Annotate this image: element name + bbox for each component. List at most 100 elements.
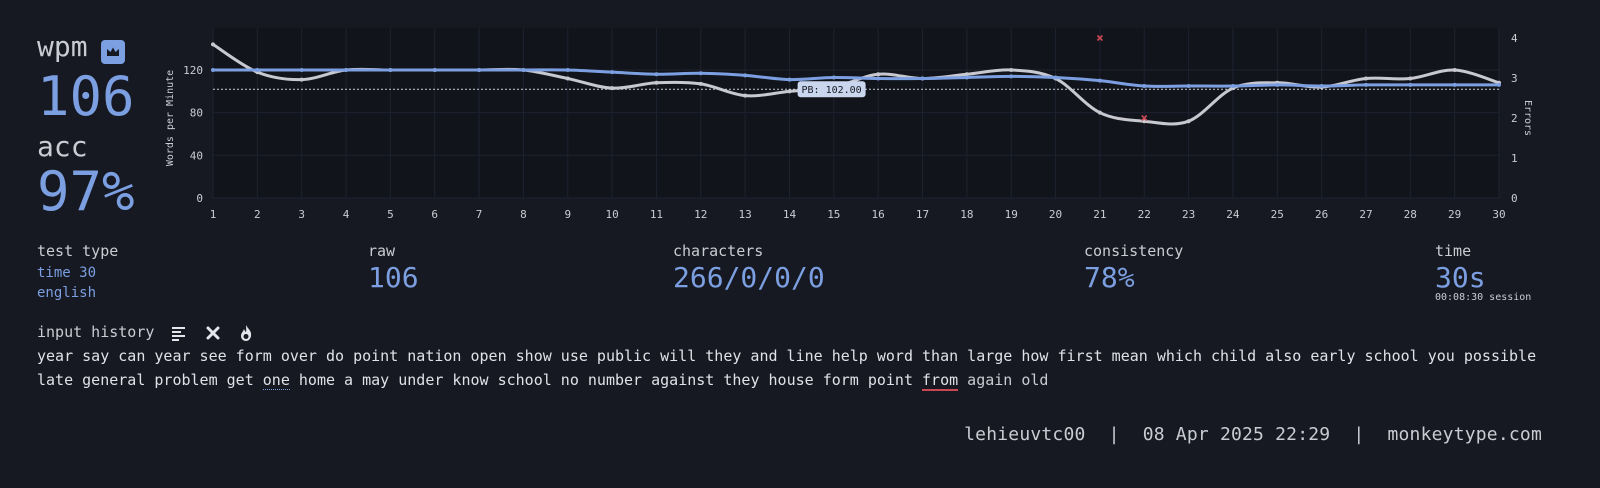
x-tick-label: 2 [254,208,261,221]
series-point-wpm [787,77,792,82]
word-group: home a may under know school no number a… [289,371,923,389]
test-type-language[interactable]: english [37,285,97,301]
consistency-value: 78% [1084,261,1135,294]
footer-separator: | [1353,424,1365,445]
x-tick-label: 1 [210,208,217,221]
series-point-wpm [432,68,437,72]
x-tick-label: 16 [872,208,885,221]
x-tick-label: 17 [916,208,929,221]
x-tick-label: 14 [783,208,797,221]
acc-value: 97% [37,160,135,223]
series-line-wpm [213,68,1500,88]
x-tick-label: 22 [1138,208,1151,221]
x-tick-label: 19 [1005,208,1018,221]
x-tick-label: 12 [694,208,707,221]
raw-label: raw [368,242,396,260]
close-icon[interactable] [204,324,222,342]
series-point-wpm [1230,84,1235,88]
characters-value: 266/0/0/0 [673,261,825,294]
series-point-raw [876,72,881,77]
time-label: time [1435,242,1472,260]
x-tick-label: 23 [1182,208,1195,221]
fire-icon[interactable] [237,324,255,342]
y2-tick-label: 2 [1511,112,1518,125]
series-point-raw [1363,76,1368,81]
word-error: from [922,371,959,391]
x-tick-label: 24 [1226,208,1240,221]
series-point-raw [654,80,659,85]
series-point-wpm [477,68,482,72]
pb-label-box [797,81,866,98]
test-type-label: test type [37,242,119,260]
time-value: 30s [1435,261,1486,294]
x-tick-label: 13 [739,208,752,221]
series-point-wpm [1275,82,1280,87]
wpm-block: wpm [37,30,126,64]
series-point-raw [1452,68,1457,72]
x-tick-label: 27 [1359,208,1372,221]
series-point-wpm [964,75,969,80]
series-point-raw [698,81,703,86]
series-point-wpm [610,70,615,75]
y2-tick-label: 0 [1511,192,1518,205]
series-point-raw [299,77,304,82]
input-history-line-2: late general problem get one home a may … [37,368,1048,392]
series-point-wpm [1408,82,1413,87]
series-point-raw [1408,76,1413,81]
consistency-label: consistency [1084,242,1184,260]
footer-date: 08 Apr 2025 22:29 [1142,424,1331,445]
y-tick-label: 40 [190,149,203,162]
footer-site[interactable]: monkeytype.com [1387,424,1542,445]
x-tick-label: 20 [1049,208,1062,221]
series-point-wpm [1319,84,1324,88]
series-point-wpm [1009,74,1014,79]
series-point-raw [743,93,748,98]
x-tick-label: 18 [960,208,973,221]
x-tick-label: 26 [1315,208,1328,221]
word-corrected: one [262,371,290,390]
test-type-mode[interactable]: time 30 [37,265,97,281]
series-point-wpm [1497,82,1501,87]
word-group: late general problem get [37,371,263,389]
series-point-raw [787,89,792,94]
series-point-wpm [565,68,570,72]
x-tick-label: 21 [1093,208,1106,221]
x-tick-label: 11 [650,208,663,221]
footer-username[interactable]: lehieuvtc00 [964,424,1086,445]
wpm-label: wpm [37,30,88,63]
y2-axis-title: Errors [1522,100,1533,136]
x-tick-label: 4 [343,208,350,221]
crown-icon [101,39,126,64]
x-tick-label: 10 [605,208,618,221]
list-icon[interactable] [170,324,188,342]
series-point-wpm [920,76,925,81]
series-point-raw [1142,119,1147,124]
footer: lehieuvtc00 | 08 Apr 2025 22:29 | monkey… [964,424,1542,445]
wpm-value: 106 [37,65,135,128]
x-tick-label: 28 [1404,208,1417,221]
series-point-wpm [654,72,659,77]
series-point-raw [565,76,570,81]
input-history-header: input history [37,322,255,342]
x-tick-label: 9 [564,208,571,221]
series-point-wpm [344,68,349,72]
series-point-wpm [388,68,393,72]
x-tick-label: 3 [298,208,305,221]
series-point-raw [1097,110,1102,115]
series-point-wpm [698,71,703,76]
y2-tick-label: 4 [1511,32,1518,45]
series-point-wpm [521,68,526,72]
series-point-raw [964,72,969,77]
x-tick-label: 7 [476,208,483,221]
footer-separator: | [1108,424,1120,445]
y2-tick-label: 1 [1511,152,1518,165]
acc-label: acc [37,130,88,163]
y-tick-label: 0 [196,192,203,205]
input-history-label: input history [37,323,155,341]
series-point-raw [610,86,615,91]
x-tick-label: 6 [431,208,438,221]
series-point-wpm [1452,82,1457,87]
pb-label: PB: 102.00 [802,85,862,96]
series-point-wpm [1363,82,1368,87]
error-marker [1141,114,1148,122]
